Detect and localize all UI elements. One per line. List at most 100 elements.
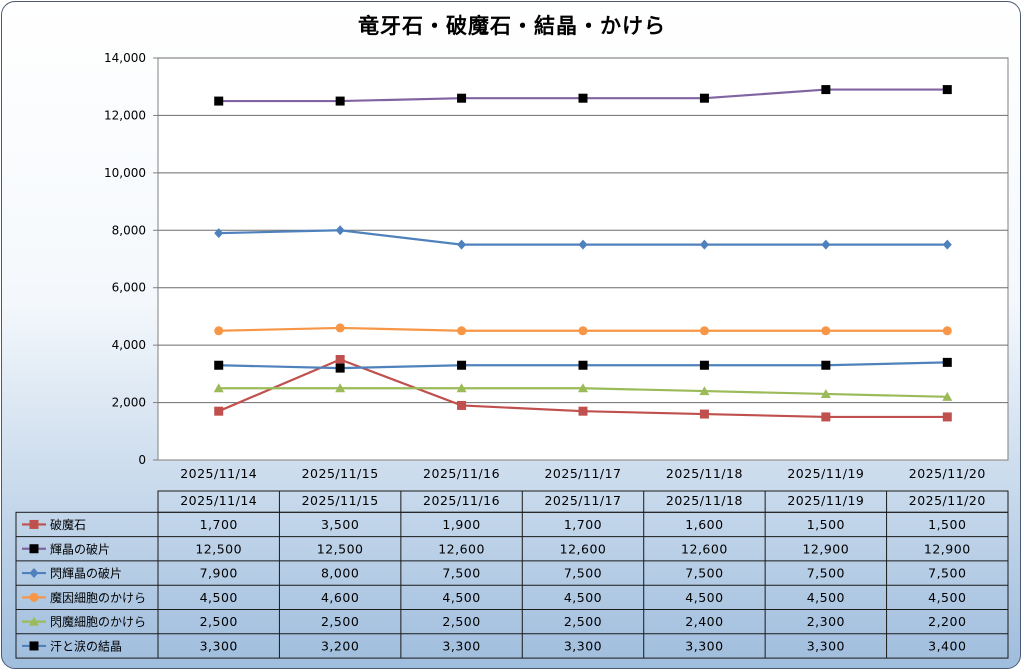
data-point-5-7 — [942, 391, 953, 401]
y-tick-label: 0 — [138, 453, 146, 467]
data-point-6-3 — [457, 360, 467, 370]
data-point-4-4 — [578, 326, 588, 336]
table-cell: 4,500 — [564, 590, 602, 605]
chart-title: 竜牙石・破魔石・結晶・かけら — [358, 14, 666, 38]
table-cell: 1,600 — [685, 517, 723, 532]
table-cell: 3,300 — [685, 638, 723, 653]
y-tick-label: 14,000 — [104, 51, 146, 65]
table-cell: 3,400 — [928, 638, 966, 653]
table-header-cell: 2025/11/17 — [544, 493, 621, 508]
table-cell: 7,500 — [442, 566, 480, 581]
table-cell: 1,700 — [564, 517, 602, 532]
data-point-5-3 — [456, 383, 467, 393]
y-tick-label: 2,000 — [112, 396, 146, 410]
data-point-6-5 — [699, 360, 709, 370]
data-point-1-5 — [699, 409, 709, 419]
data-point-6-1 — [214, 360, 224, 370]
table-cell: 12,600 — [560, 541, 607, 556]
data-point-1-3 — [457, 400, 467, 410]
y-tick-label: 6,000 — [112, 281, 146, 295]
table-cell: 3,500 — [321, 517, 359, 532]
data-point-5-6 — [820, 388, 831, 398]
x-tick-label: 2025/11/20 — [909, 466, 986, 481]
x-tick-label: 2025/11/14 — [180, 466, 257, 481]
data-point-1-1 — [214, 406, 224, 416]
data-point-3-3 — [457, 239, 467, 250]
table-cell: 2,500 — [442, 614, 480, 629]
table-cell: 12,600 — [438, 541, 485, 556]
data-point-5-5 — [699, 386, 710, 396]
data-point-6-2 — [335, 363, 345, 373]
table-cell: 7,500 — [564, 566, 602, 581]
legend-key-marker — [29, 641, 39, 651]
data-point-3-5 — [699, 239, 709, 250]
data-point-3-2 — [335, 225, 345, 236]
data-point-3-7 — [942, 239, 952, 250]
table-header-cell: 2025/11/19 — [787, 493, 864, 508]
legend-key-marker — [29, 544, 39, 554]
data-point-5-1 — [213, 383, 224, 393]
data-point-4-6 — [821, 326, 831, 336]
table-cell: 2,400 — [685, 614, 723, 629]
legend-label: 汗と涙の結晶 — [50, 638, 122, 653]
table-cell: 12,500 — [195, 541, 242, 556]
table-header-cell: 2025/11/20 — [909, 493, 986, 508]
table-cell: 4,500 — [928, 590, 966, 605]
data-point-5-4 — [578, 383, 588, 393]
y-tick-label: 10,000 — [104, 166, 146, 180]
data-point-6-7 — [942, 357, 952, 367]
table-header-cell: 2025/11/14 — [180, 493, 257, 508]
data-point-1-7 — [942, 412, 952, 422]
table-cell: 1,700 — [200, 517, 238, 532]
data-point-2-5 — [699, 93, 709, 103]
data-point-3-6 — [821, 239, 831, 250]
plot-area — [157, 57, 1009, 461]
table-cell: 12,900 — [924, 541, 971, 556]
data-point-4-1 — [214, 326, 224, 336]
table-cell: 3,300 — [442, 638, 480, 653]
table-cell: 3,200 — [321, 638, 359, 653]
data-point-4-5 — [699, 326, 709, 336]
table-cell: 4,500 — [442, 590, 480, 605]
table-cell: 2,500 — [200, 614, 238, 629]
data-point-3-1 — [214, 228, 224, 239]
table-cell: 2,200 — [928, 614, 966, 629]
table-cell: 7,500 — [807, 566, 845, 581]
legend-key-marker — [29, 616, 39, 626]
x-tick-label: 2025/11/15 — [302, 466, 379, 481]
table-cell: 12,600 — [681, 541, 728, 556]
legend-label: 破魔石 — [50, 517, 86, 532]
data-point-6-4 — [578, 360, 588, 370]
data-point-6-6 — [821, 360, 831, 370]
table-header-cell: 2025/11/15 — [302, 493, 379, 508]
table-cell: 4,600 — [321, 590, 359, 605]
legend-label: 輝晶の破片 — [50, 541, 110, 556]
data-point-2-2 — [335, 96, 345, 106]
table-cell: 4,500 — [807, 590, 845, 605]
data-point-5-2 — [335, 383, 346, 393]
table-cell: 2,500 — [564, 614, 602, 629]
x-tick-label: 2025/11/19 — [787, 466, 864, 481]
data-point-1-4 — [578, 406, 588, 416]
table-cell: 3,300 — [564, 638, 602, 653]
table-cell: 4,500 — [200, 590, 238, 605]
table-cell: 1,500 — [807, 517, 845, 532]
table-cell: 3,300 — [200, 638, 238, 653]
table-cell: 1,500 — [928, 517, 966, 532]
legend-label: 閃魔細胞のかけら — [50, 614, 146, 629]
data-point-2-3 — [457, 93, 467, 103]
table-cell: 12,900 — [802, 541, 849, 556]
table-cell: 2,500 — [321, 614, 359, 629]
table-header-cell: 2025/11/16 — [423, 493, 500, 508]
x-tick-label: 2025/11/18 — [666, 466, 743, 481]
x-tick-label: 2025/11/16 — [423, 466, 500, 481]
legend-key-marker — [29, 592, 39, 602]
legend-key-marker — [29, 519, 39, 529]
table-cell: 1,900 — [442, 517, 480, 532]
data-point-2-4 — [578, 93, 588, 103]
table-cell: 7,500 — [928, 566, 966, 581]
legend-label: 閃輝晶の破片 — [50, 566, 122, 581]
x-tick-label: 2025/11/17 — [544, 466, 621, 481]
data-point-2-7 — [942, 85, 952, 95]
y-tick-label: 12,000 — [104, 108, 146, 122]
